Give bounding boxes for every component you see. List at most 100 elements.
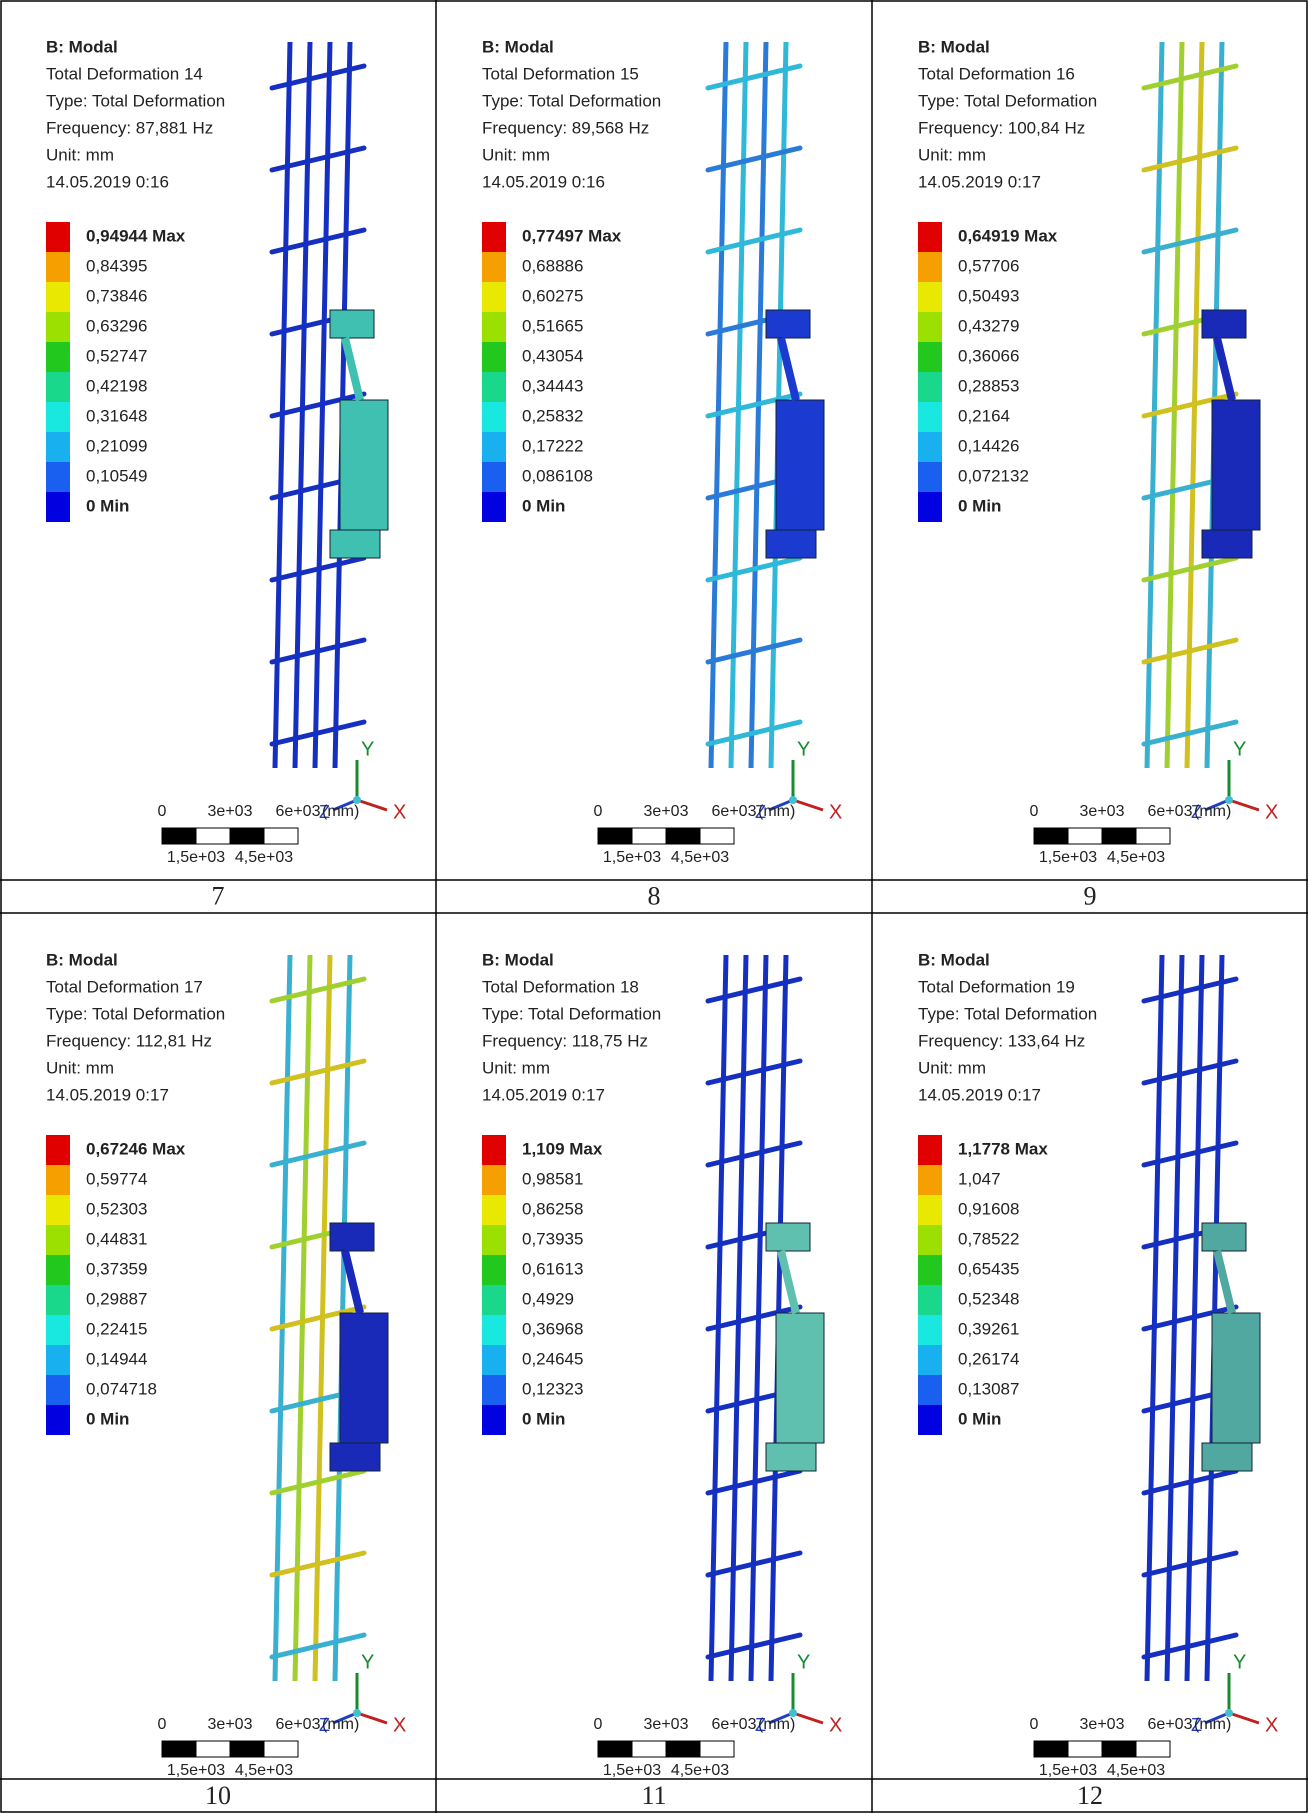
legend-label: 0,73846 xyxy=(86,286,147,305)
legend-swatch xyxy=(918,312,942,342)
scale-segment xyxy=(666,828,700,844)
legend-label: 0,074718 xyxy=(86,1379,157,1398)
legend-swatch xyxy=(482,1315,506,1345)
panel-info: Total Deformation 14 xyxy=(46,64,203,83)
panel-title: B: Modal xyxy=(918,37,990,56)
panel-info: Type: Total Deformation xyxy=(46,1004,225,1023)
legend-swatch xyxy=(46,1165,70,1195)
legend-label: 0,94944 Max xyxy=(86,226,186,245)
legend-swatch xyxy=(918,1345,942,1375)
legend-label: 0,60275 xyxy=(522,286,583,305)
legend-label: 0,072132 xyxy=(958,466,1029,485)
scale-unit: (mm) xyxy=(322,803,359,820)
device-top xyxy=(1202,310,1246,338)
legend-swatch xyxy=(46,1345,70,1375)
legend-label: 0,36968 xyxy=(522,1319,583,1338)
legend-label: 0,52747 xyxy=(86,346,147,365)
legend-label: 0,39261 xyxy=(958,1319,1019,1338)
panel-info: Total Deformation 18 xyxy=(482,977,639,996)
legend-swatch xyxy=(46,402,70,432)
legend-swatch xyxy=(918,1375,942,1405)
scale-label: 6e+03 xyxy=(1148,803,1193,820)
legend-label: 0,31648 xyxy=(86,406,147,425)
legend-label: 0,28853 xyxy=(958,376,1019,395)
legend-swatch xyxy=(918,222,942,252)
scale-label: 6e+03 xyxy=(712,803,757,820)
legend-swatch xyxy=(482,342,506,372)
scale-segment xyxy=(1102,828,1136,844)
axis-label: Y xyxy=(1233,1651,1246,1673)
scale-label: 4,5e+03 xyxy=(235,1762,293,1779)
scale-label: 0 xyxy=(594,1716,603,1733)
panel-info: Unit: mm xyxy=(918,1058,986,1077)
panel-info: Frequency: 89,568 Hz xyxy=(482,118,649,137)
scale-label: 4,5e+03 xyxy=(671,1762,729,1779)
legend-label: 0,21099 xyxy=(86,436,147,455)
scale-segment xyxy=(598,828,632,844)
legend-label: 0,2164 xyxy=(958,406,1010,425)
legend-swatch xyxy=(46,1195,70,1225)
legend-swatch xyxy=(918,402,942,432)
legend-swatch xyxy=(918,372,942,402)
panel-info: 14.05.2019 0:16 xyxy=(46,172,169,191)
scale-segment xyxy=(1068,1741,1102,1757)
panel-info: Type: Total Deformation xyxy=(918,1004,1097,1023)
device-top xyxy=(330,1223,374,1251)
legend-label: 0,42198 xyxy=(86,376,147,395)
legend-swatch xyxy=(482,462,506,492)
legend-swatch xyxy=(918,1405,942,1435)
legend-swatch xyxy=(918,1195,942,1225)
device-foot xyxy=(330,530,380,558)
scale-unit: (mm) xyxy=(758,1716,795,1733)
caption: 8 xyxy=(648,881,661,910)
legend-label: 0,91608 xyxy=(958,1199,1019,1218)
legend-swatch xyxy=(482,1255,506,1285)
scale-label: 3e+03 xyxy=(644,1716,689,1733)
device-link xyxy=(1217,1251,1232,1313)
legend-label: 0 Min xyxy=(522,1409,565,1428)
device-foot xyxy=(1202,1443,1252,1471)
scale-segment xyxy=(196,828,230,844)
panel-info: Frequency: 112,81 Hz xyxy=(46,1031,212,1050)
legend-label: 0,52303 xyxy=(86,1199,147,1218)
caption: 9 xyxy=(1084,881,1097,910)
scale-label: 6e+03 xyxy=(1148,1716,1193,1733)
scale-segment xyxy=(264,828,298,844)
legend-label: 0,61613 xyxy=(522,1259,583,1278)
legend-label: 0,14426 xyxy=(958,436,1019,455)
device-top xyxy=(330,310,374,338)
legend-label: 0,59774 xyxy=(86,1169,147,1188)
device-top xyxy=(766,1223,810,1251)
device-top xyxy=(1202,1223,1246,1251)
panel-info: Unit: mm xyxy=(482,1058,550,1077)
scale-label: 0 xyxy=(158,803,167,820)
scale-segment xyxy=(162,1741,196,1757)
legend-label: 0,65435 xyxy=(958,1259,1019,1278)
scale-segment xyxy=(632,828,666,844)
legend-label: 0,25832 xyxy=(522,406,583,425)
legend-label: 0,14944 xyxy=(86,1349,147,1368)
scale-label: 0 xyxy=(1030,803,1039,820)
legend-swatch xyxy=(46,1315,70,1345)
scale-segment xyxy=(700,828,734,844)
legend-swatch xyxy=(46,492,70,522)
legend-swatch xyxy=(46,222,70,252)
legend-label: 0 Min xyxy=(86,1409,129,1428)
panel-info: Frequency: 87,881 Hz xyxy=(46,118,213,137)
axis-label: X xyxy=(1265,801,1278,823)
legend-swatch xyxy=(918,342,942,372)
scale-label: 1,5e+03 xyxy=(1039,1762,1097,1779)
device-link xyxy=(781,338,796,400)
legend-label: 0,68886 xyxy=(522,256,583,275)
legend-swatch xyxy=(482,432,506,462)
legend-label: 0,77497 Max xyxy=(522,226,622,245)
panel-info: Frequency: 100,84 Hz xyxy=(918,118,1085,137)
scale-label: 4,5e+03 xyxy=(235,849,293,866)
panel-info: Total Deformation 16 xyxy=(918,64,1075,83)
figure: B: Modal Total Deformation 14 Type: Total … xyxy=(0,0,1308,1813)
panel-info: Unit: mm xyxy=(46,145,114,164)
legend-swatch xyxy=(918,252,942,282)
legend-label: 0,64919 Max xyxy=(958,226,1058,245)
scale-label: 4,5e+03 xyxy=(1107,849,1165,866)
device-body xyxy=(776,1313,824,1443)
